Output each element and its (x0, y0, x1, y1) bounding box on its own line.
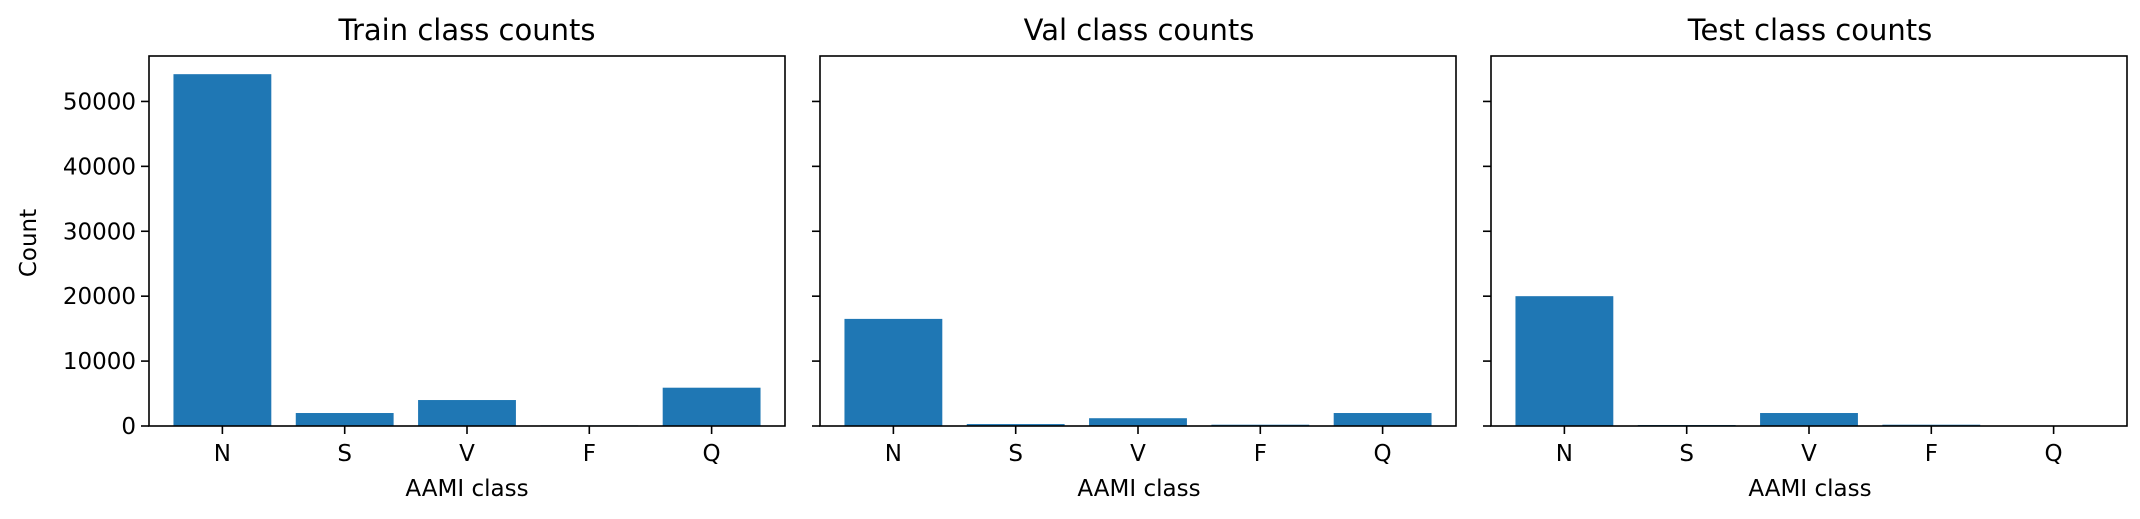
val-chart-panel: Val class counts AAMI class N S V F Q (812, 13, 1457, 502)
x-tick-label: S (1008, 441, 1023, 467)
bar-group (844, 318, 1432, 426)
x-tick-label: Q (703, 441, 721, 467)
bar-N (173, 74, 272, 426)
bar-Q (662, 387, 761, 426)
y-tick-label: 30000 (63, 219, 136, 245)
chart-title: Train class counts (338, 13, 596, 47)
y-axis-ticks (812, 100, 820, 427)
x-axis-label: AAMI class (1748, 476, 1871, 502)
y-tick-label: 40000 (63, 154, 136, 180)
y-axis-ticks (1483, 100, 1491, 427)
x-tick-label: Q (2045, 441, 2063, 467)
bar-N (844, 318, 943, 426)
bar-N (1515, 296, 1614, 426)
x-axis-label: AAMI class (405, 476, 528, 502)
x-tick-label: V (1801, 441, 1817, 467)
x-tick-label: N (214, 441, 231, 467)
x-tick-label: N (1556, 441, 1573, 467)
y-tick-label: 0 (121, 414, 136, 440)
y-tick-label: 10000 (63, 349, 136, 375)
plot-frame (148, 55, 786, 427)
x-tick-label: F (583, 441, 596, 467)
bar-S (966, 424, 1065, 426)
bar-V (1089, 418, 1187, 426)
x-tick-label: S (337, 441, 352, 467)
y-tick-label: 20000 (63, 284, 136, 310)
x-tick-label: V (1130, 441, 1146, 467)
bar-V (418, 400, 516, 426)
plot-frame (1490, 55, 2128, 427)
bar-group (173, 74, 761, 426)
plot-frame (819, 55, 1457, 427)
bar-V (1760, 413, 1858, 426)
y-axis-ticks: 0 10000 20000 30000 40000 50000 (63, 89, 149, 440)
x-tick-label: Q (1374, 441, 1392, 467)
y-tick-label: 50000 (63, 89, 136, 115)
x-axis-label: AAMI class (1077, 476, 1200, 502)
x-tick-label: V (459, 441, 475, 467)
bar-group (1515, 296, 2103, 426)
train-chart-panel: Train class counts Count AAMI class 0 100… (16, 13, 786, 502)
x-tick-label: F (1925, 441, 1938, 467)
chart-title: Test class counts (1687, 13, 1932, 47)
x-tick-label: F (1254, 441, 1267, 467)
test-chart-panel: Test class counts AAMI class N S V F Q (1483, 13, 2128, 502)
y-axis-label: Count (16, 209, 42, 277)
bar-S (295, 413, 394, 426)
chart-title: Val class counts (1024, 13, 1255, 47)
bar-Q (1333, 413, 1432, 426)
x-tick-label: S (1679, 441, 1694, 467)
x-tick-label: N (885, 441, 902, 467)
